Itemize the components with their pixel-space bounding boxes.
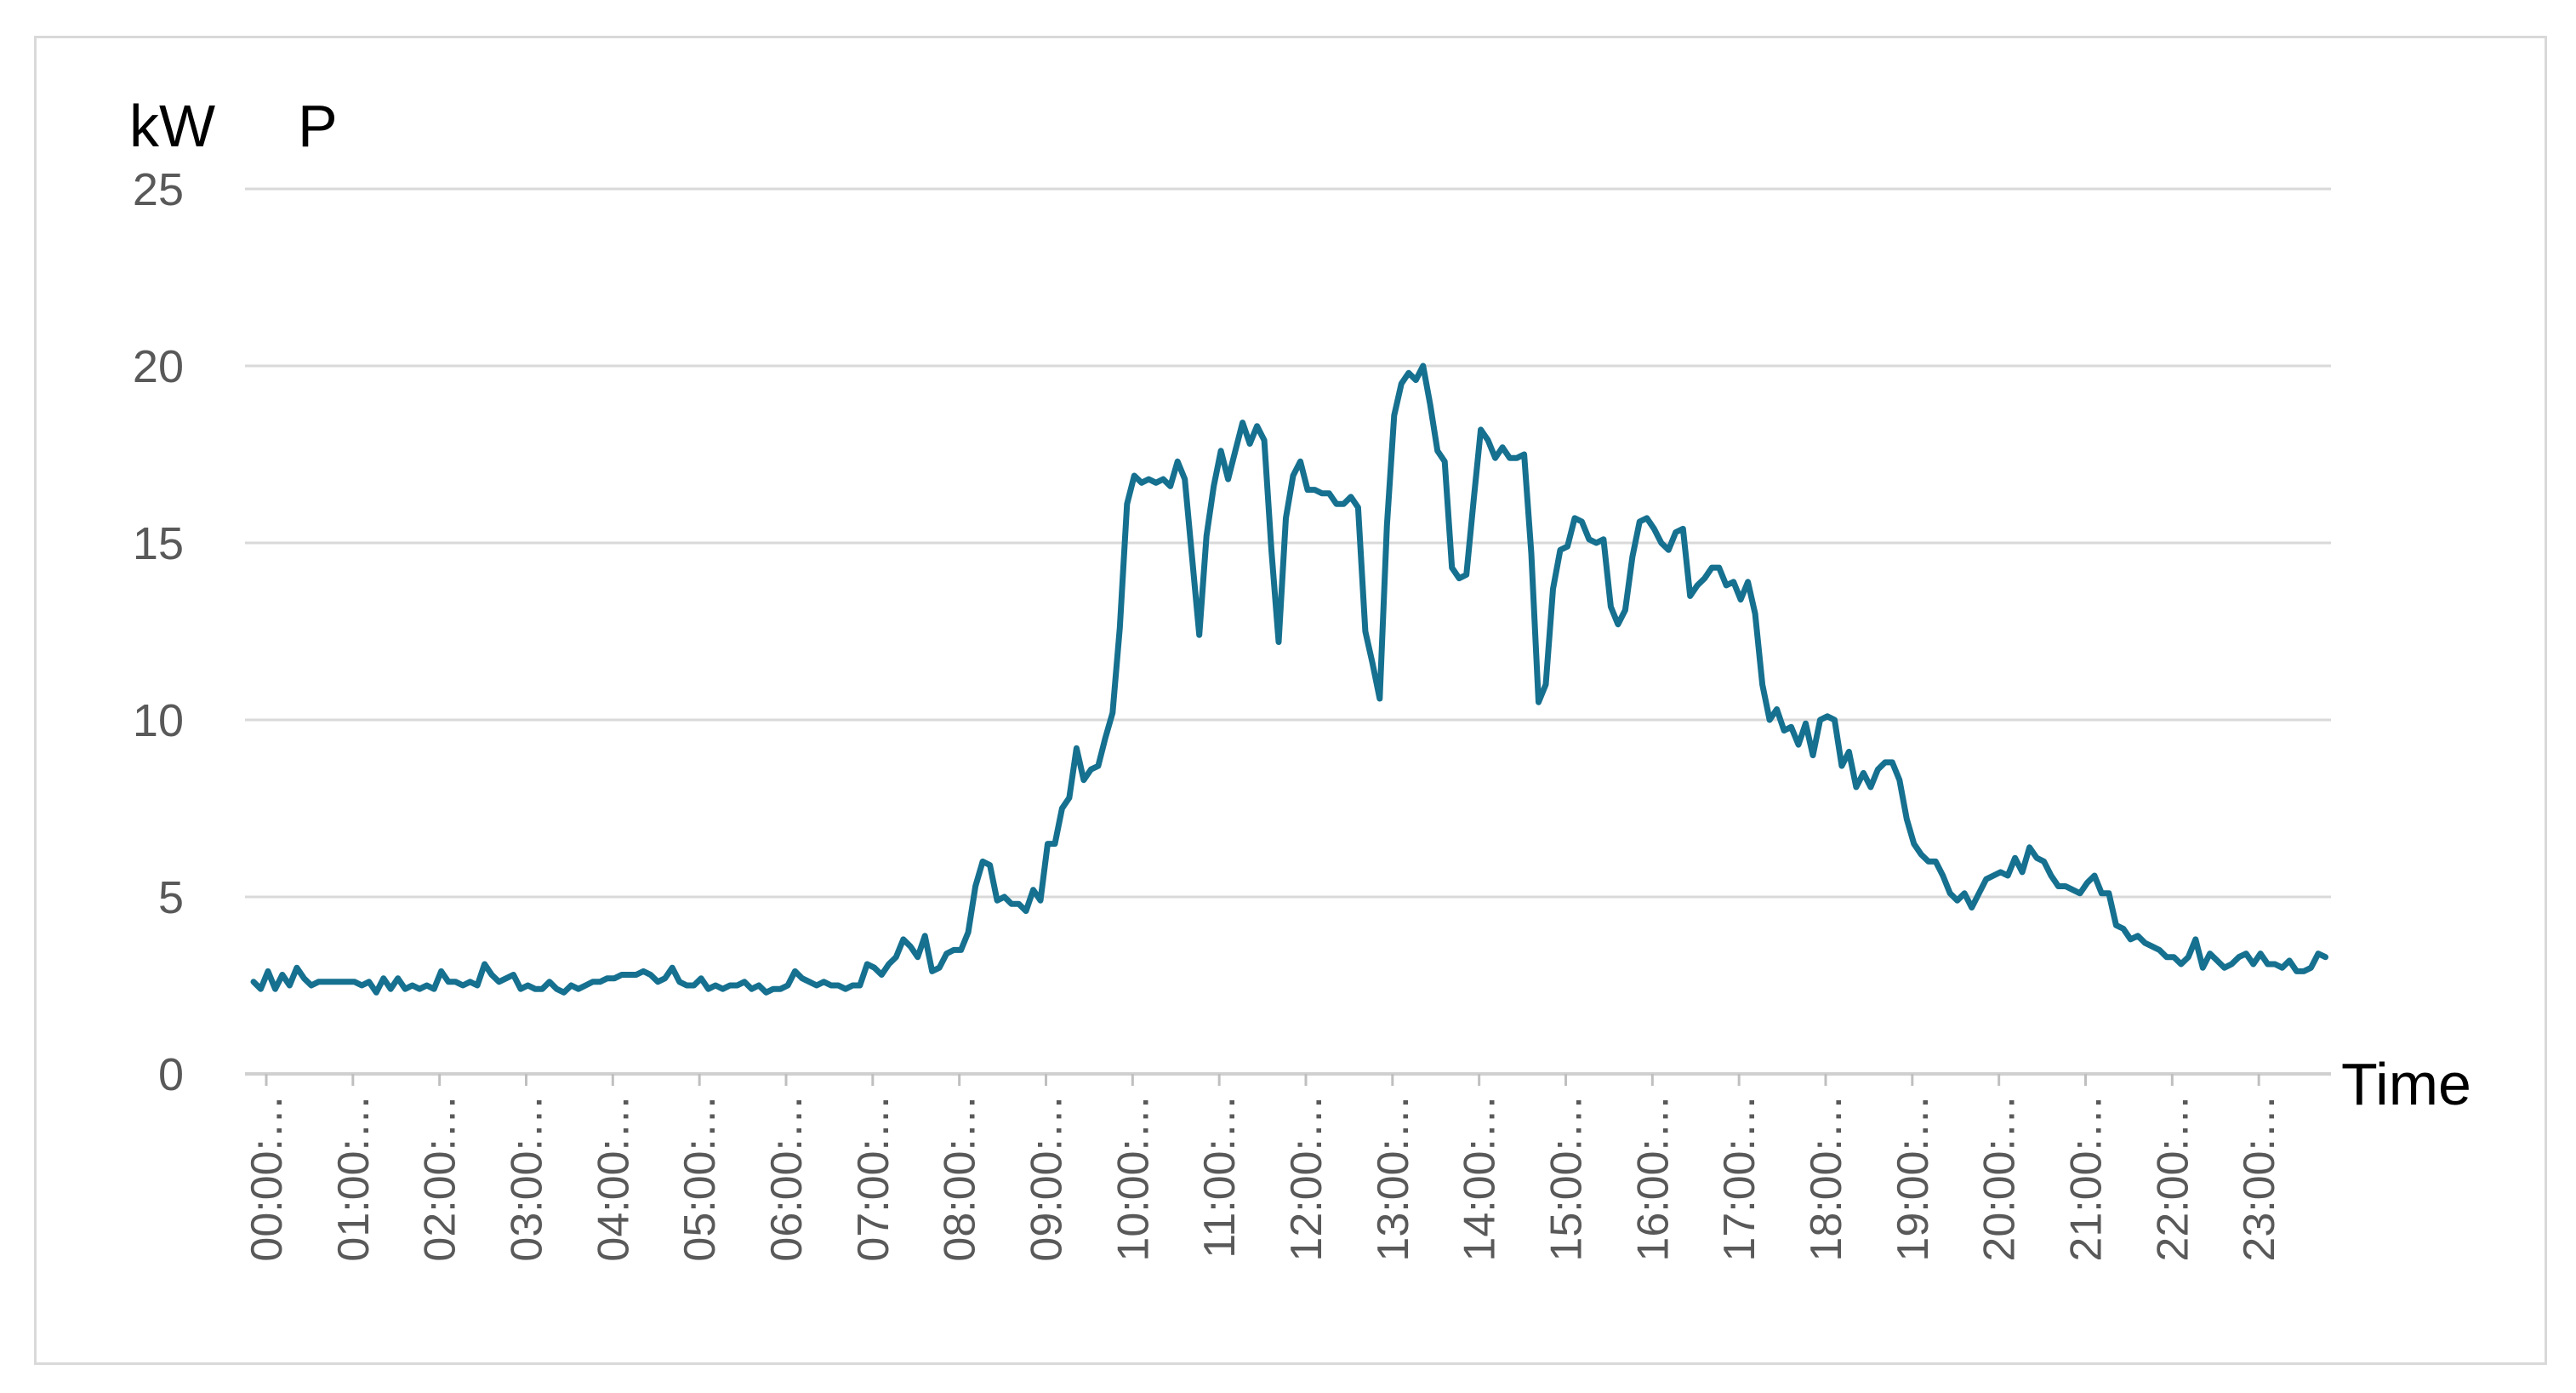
y-tick-label: 5 bbox=[158, 872, 184, 923]
x-tick-label: 15:00:… bbox=[1542, 1094, 1592, 1262]
series-label: P bbox=[298, 93, 338, 159]
x-tick-label: 19:00:… bbox=[1889, 1094, 1938, 1262]
x-tick-label: 05:00:… bbox=[675, 1094, 725, 1262]
x-tick-label: 23:00:… bbox=[2235, 1094, 2284, 1262]
x-tick-label: 10:00:… bbox=[1108, 1094, 1158, 1262]
y-tick-label: 15 bbox=[133, 518, 184, 569]
x-tick-label: 07:00:… bbox=[849, 1094, 898, 1262]
x-tick-label: 14:00:… bbox=[1456, 1094, 1505, 1262]
x-axis-tick-labels: 00:00:… 01:00:… 02:00:… 03:00:… 04:00:… 05:00… bbox=[242, 1094, 2284, 1262]
x-tick-label: 20:00:… bbox=[1975, 1094, 2025, 1262]
y-axis-tick-labels: 0 5 10 15 20 25 bbox=[133, 164, 184, 1100]
gridlines bbox=[245, 187, 2331, 1076]
x-axis-label: Time bbox=[2341, 1051, 2471, 1117]
x-tick-label: 04:00:… bbox=[589, 1094, 638, 1262]
y-tick-label: 10 bbox=[133, 695, 184, 746]
x-tick-label: 18:00:… bbox=[1802, 1094, 1851, 1262]
chart-frame bbox=[34, 36, 2547, 1365]
x-tick-label: 06:00:… bbox=[762, 1094, 812, 1262]
series-line-p bbox=[250, 363, 2328, 996]
x-tick-label: 03:00:… bbox=[503, 1094, 552, 1262]
y-axis-unit-label: kW bbox=[129, 93, 215, 159]
y-tick-label: 0 bbox=[158, 1049, 184, 1100]
y-tick-label: 25 bbox=[133, 164, 184, 215]
x-tick-label: 12:00:… bbox=[1282, 1094, 1331, 1262]
x-tick-label: 16:00:… bbox=[1628, 1094, 1678, 1262]
x-tick-label: 13:00:… bbox=[1369, 1094, 1418, 1262]
x-axis bbox=[265, 1074, 2260, 1086]
x-tick-label: 21:00:… bbox=[2062, 1094, 2112, 1262]
x-tick-label: 11:00:… bbox=[1195, 1094, 1245, 1259]
x-tick-label: 09:00:… bbox=[1023, 1094, 1072, 1262]
x-tick-label: 17:00:… bbox=[1715, 1094, 1764, 1262]
x-tick-label: 00:00:… bbox=[242, 1094, 292, 1262]
x-tick-label: 08:00:… bbox=[936, 1094, 985, 1262]
x-tick-label: 22:00:… bbox=[2148, 1094, 2197, 1262]
y-tick-label: 20 bbox=[133, 341, 184, 392]
x-tick-label: 01:00:… bbox=[329, 1094, 379, 1262]
x-tick-label: 02:00:… bbox=[416, 1094, 465, 1262]
